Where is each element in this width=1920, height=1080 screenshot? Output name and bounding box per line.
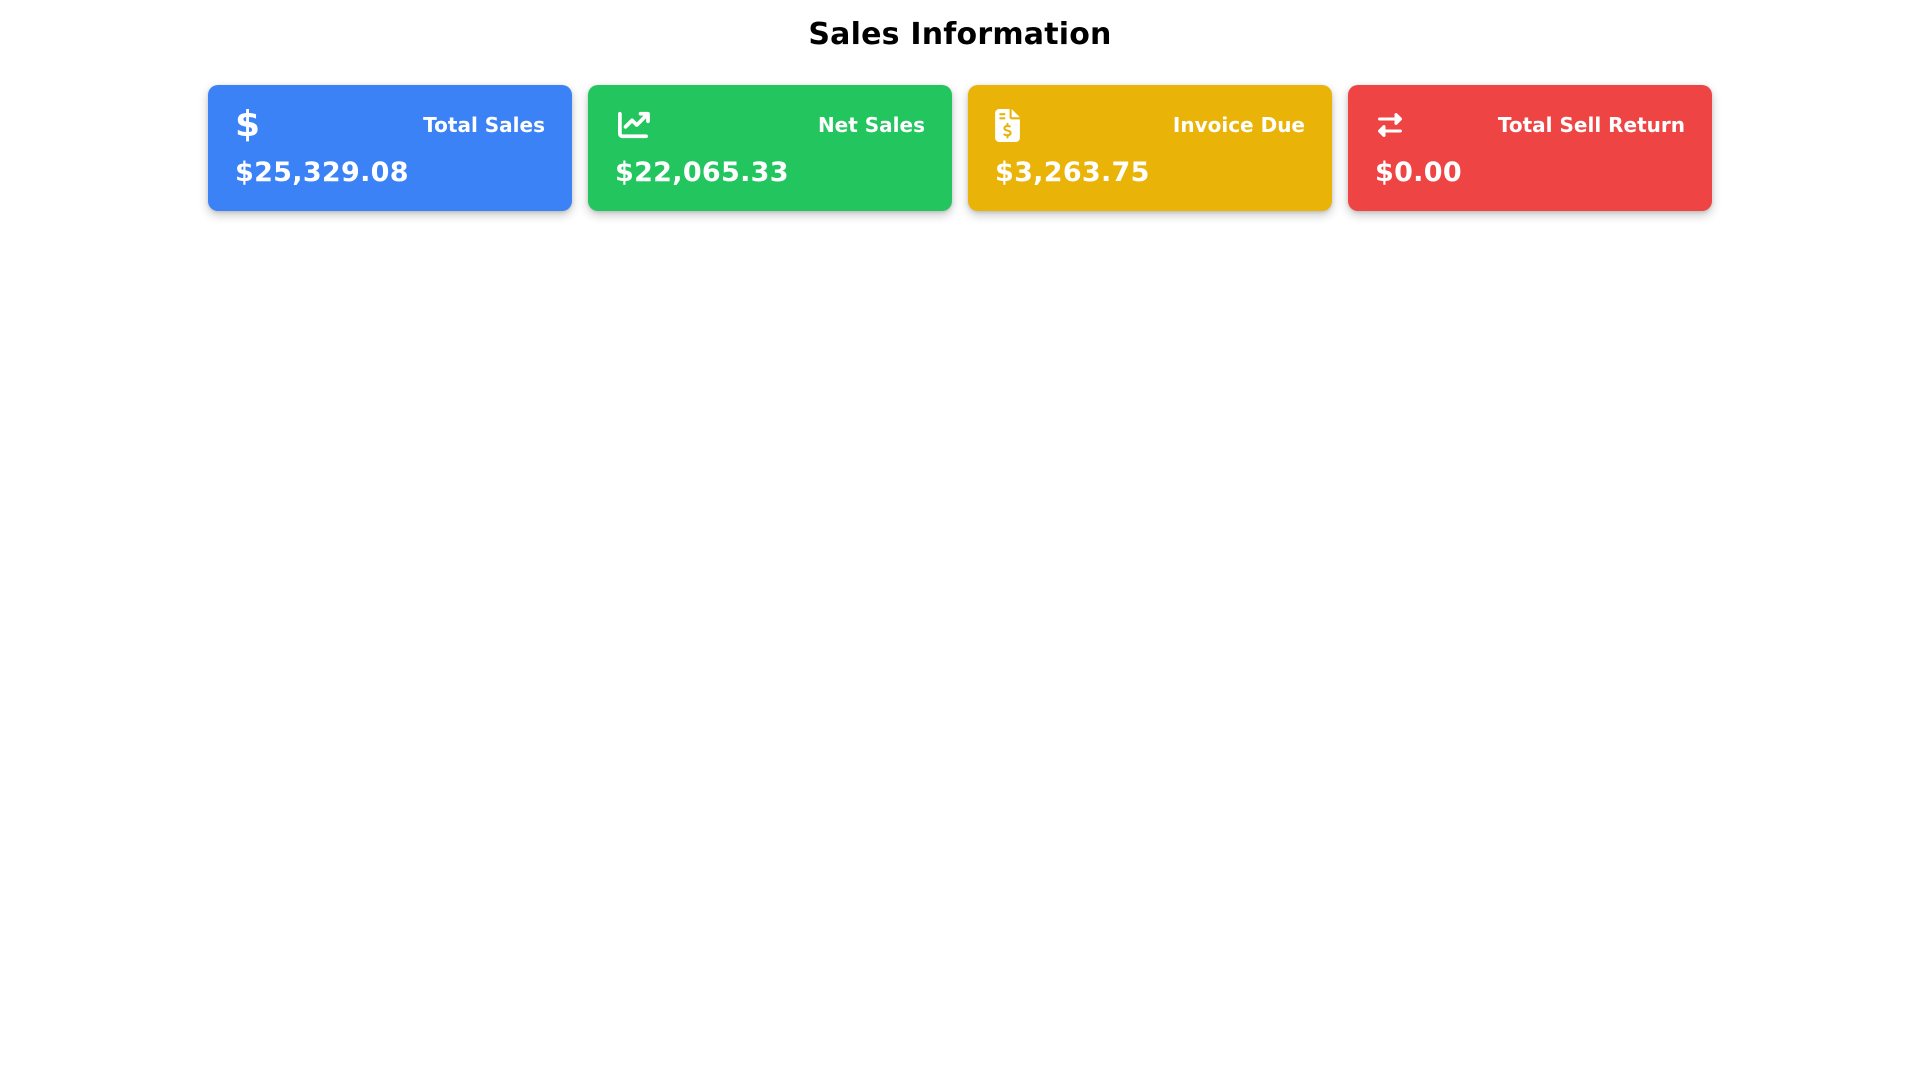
page-title: Sales Information (808, 17, 1112, 52)
stat-cards-row: $ Total Sales $25,329.08 Net Sales $22,0… (0, 85, 1920, 211)
card-header: Net Sales (615, 105, 925, 145)
dollar-sign-icon: $ (235, 104, 261, 145)
card-header: Invoice Due (995, 105, 1305, 145)
stat-card-value: $22,065.33 (615, 157, 789, 188)
stat-card-value: $0.00 (1375, 157, 1462, 188)
stat-card-label: Net Sales (817, 113, 925, 137)
stat-card-label: Total Sales (423, 113, 545, 137)
stat-card-total-sell-return: Total Sell Return $0.00 (1348, 85, 1712, 211)
card-header: $ Total Sales (235, 105, 545, 145)
exchange-arrows-icon (1375, 113, 1405, 137)
stat-card-value: $3,263.75 (995, 157, 1150, 188)
chart-line-icon (615, 110, 651, 140)
stat-card-label: Invoice Due (1172, 113, 1305, 137)
stat-card-net-sales: Net Sales $22,065.33 (588, 85, 952, 211)
card-header: Total Sell Return (1375, 105, 1685, 145)
stat-card-invoice-due: Invoice Due $3,263.75 (968, 85, 1332, 211)
stat-card-label: Total Sell Return (1497, 113, 1685, 137)
file-invoice-dollar-icon (995, 108, 1020, 142)
stat-card-value: $25,329.08 (235, 157, 409, 188)
stat-card-total-sales: $ Total Sales $25,329.08 (208, 85, 572, 211)
